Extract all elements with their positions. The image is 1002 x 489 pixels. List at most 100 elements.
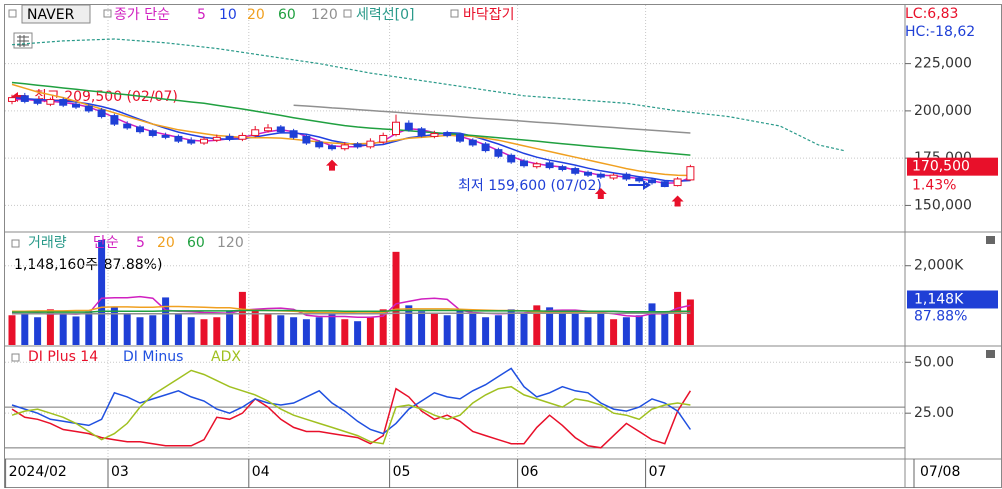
x-tick-label: 2024/02	[9, 464, 67, 480]
line-series	[11, 367, 692, 435]
candle-body	[494, 149, 503, 157]
low-arrow-head	[643, 180, 651, 190]
close-icon[interactable]	[986, 350, 995, 358]
volume-bar	[366, 317, 374, 345]
signal-legend: 바닥잡기	[463, 7, 515, 23]
line-series	[11, 387, 692, 449]
lc-label: LC:6,83	[905, 6, 958, 22]
candle-body	[136, 126, 144, 133]
candle-body	[148, 130, 157, 136]
volume-bar	[443, 315, 451, 345]
volume-bar	[430, 313, 438, 345]
candle-body	[251, 129, 260, 136]
volume-bar	[21, 313, 29, 345]
line-series	[11, 38, 845, 152]
legend-entry: 5	[197, 7, 206, 23]
line-series	[11, 81, 691, 156]
volume-ratio-label: 87.88%	[914, 308, 967, 324]
candle-body	[507, 154, 516, 163]
volume-bar	[354, 321, 362, 345]
y-tick-label: 200,000	[914, 103, 972, 119]
volume-bar	[238, 291, 246, 345]
volume-bar	[72, 316, 80, 345]
legend-entry: 120	[311, 7, 338, 23]
legend-entry: 60	[278, 7, 296, 23]
candle-body	[302, 135, 311, 144]
candle-body	[264, 127, 272, 132]
volume-bar	[149, 315, 157, 345]
volume-bar	[226, 311, 234, 345]
close-icon[interactable]	[986, 236, 995, 244]
volume-bar	[200, 319, 208, 345]
y-tick-label: 25.00	[914, 405, 954, 421]
candle-body	[84, 105, 93, 112]
volume-bar	[213, 317, 221, 345]
volume-bar	[251, 309, 259, 345]
candle-body	[520, 160, 528, 167]
legend-entry: 10	[219, 7, 237, 23]
candle-body	[584, 171, 592, 176]
volume-bar	[59, 314, 67, 345]
line-series	[11, 295, 691, 319]
candle-body	[315, 141, 324, 148]
legend-entry: ADX	[211, 349, 241, 365]
candle-body	[225, 135, 234, 140]
legend-entry: 세력선[0]	[356, 7, 414, 23]
line-series	[11, 83, 691, 177]
bottom-signal	[671, 195, 684, 207]
line-series	[12, 305, 691, 315]
volume-bar	[302, 319, 310, 345]
candle-body	[609, 174, 618, 179]
volume-bar	[584, 317, 592, 345]
volume-bar	[392, 251, 400, 345]
candle-body	[596, 173, 605, 178]
table-icon-grid	[17, 35, 29, 47]
candle-body	[622, 173, 631, 180]
y-tick-label: 150,000	[914, 197, 972, 213]
bottom-signal	[594, 187, 607, 199]
current-price-box	[907, 157, 998, 176]
line-series	[293, 104, 691, 134]
y-tick-label: 225,000	[914, 56, 972, 72]
symbol-box[interactable]	[21, 4, 91, 24]
x-tick-label: 03	[111, 464, 129, 480]
candle-body	[110, 115, 119, 125]
legend-entry: 20	[157, 235, 175, 251]
hc-label: HC:-18,62	[905, 24, 975, 40]
candle-body	[430, 133, 439, 137]
legend-icons	[8, 4, 459, 362]
current-price-label: 170,500	[912, 159, 970, 175]
volume-bar	[482, 317, 490, 345]
low-annotation: 최저 159,600 (07/02)	[458, 178, 602, 194]
volume-bar	[546, 307, 554, 345]
x-tick-label: 06	[521, 464, 539, 480]
candle-body	[187, 139, 196, 144]
symbol-name: NAVER	[27, 7, 75, 23]
candle-body	[20, 95, 29, 102]
candle-body	[289, 130, 298, 138]
candle-body	[545, 162, 554, 169]
high-annotation: 최고 209,500 (02/07)	[34, 89, 178, 105]
volume-bar	[622, 317, 630, 345]
volume-bar	[507, 309, 515, 345]
legend-prefix: 단순	[93, 235, 119, 251]
candle-body	[72, 103, 80, 108]
legend-entry: DI Minus	[123, 349, 183, 365]
candle-body	[443, 132, 452, 136]
volume-bar	[610, 319, 618, 345]
candle-body	[276, 126, 285, 133]
candle-body	[8, 97, 16, 102]
candle-body	[353, 143, 362, 148]
panel-close-icons	[986, 236, 995, 358]
volume-bar	[110, 307, 118, 345]
x-tick-label: 07	[649, 464, 667, 480]
volume-bar	[290, 317, 298, 345]
candle-body	[366, 140, 375, 148]
legend-icon	[343, 9, 352, 18]
candle-body	[46, 99, 55, 105]
candle-body	[379, 134, 388, 143]
volume-bar	[661, 313, 669, 345]
candle-body	[97, 109, 106, 118]
volume-bar	[418, 311, 426, 345]
